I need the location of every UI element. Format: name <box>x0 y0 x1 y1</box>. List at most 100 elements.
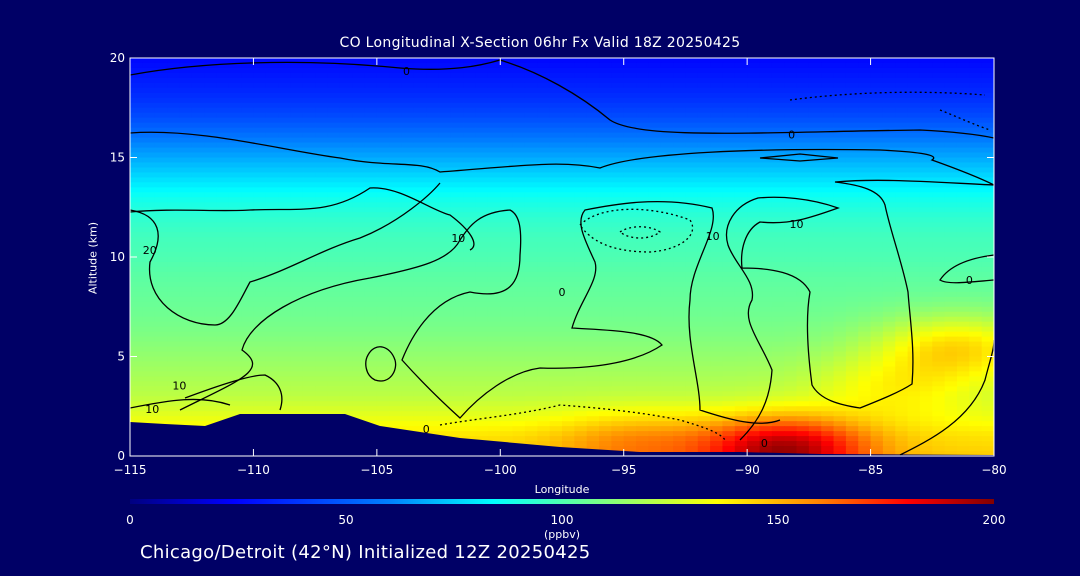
field-cell <box>130 87 143 94</box>
field-cell <box>241 182 255 188</box>
field-cell <box>907 232 921 238</box>
field-cell <box>278 301 292 308</box>
field-cell <box>426 172 440 178</box>
field-cell <box>858 82 872 89</box>
field-cell <box>574 77 588 84</box>
field-cell <box>179 177 193 183</box>
field-cell <box>130 326 143 333</box>
field-cell <box>636 252 649 258</box>
field-cell <box>796 276 810 283</box>
field-cell <box>512 122 526 129</box>
field-cell <box>821 127 835 134</box>
field-cell <box>352 242 366 248</box>
field-cell <box>413 197 427 203</box>
field-cell <box>450 92 464 99</box>
field-cell <box>302 271 316 278</box>
field-cell <box>253 311 267 318</box>
field-cell <box>784 361 798 368</box>
field-cell <box>710 227 724 233</box>
field-cell <box>327 356 341 363</box>
field-cell <box>216 316 230 323</box>
field-cell <box>747 172 761 178</box>
field-cell <box>524 137 538 144</box>
field-cell <box>648 77 662 84</box>
field-cell <box>808 391 822 397</box>
field-cell <box>154 132 168 139</box>
field-cell <box>401 276 415 283</box>
field-cell <box>401 252 415 258</box>
field-cell <box>253 306 267 313</box>
field-cell <box>747 157 761 164</box>
field-cell <box>265 87 279 94</box>
field-cell <box>969 207 983 213</box>
field-cell <box>401 177 415 183</box>
field-cell <box>845 366 859 373</box>
field-cell <box>438 351 452 358</box>
field-cell <box>376 316 390 323</box>
field-cell <box>130 406 143 412</box>
field-cell <box>907 361 921 368</box>
field-cell <box>228 58 242 64</box>
field-cell <box>882 167 896 174</box>
field-cell <box>956 157 970 164</box>
field-cell <box>500 137 514 144</box>
field-cell <box>821 117 835 124</box>
field-cell <box>487 132 501 139</box>
field-cell <box>574 167 588 174</box>
field-cell <box>191 381 205 387</box>
field-cell <box>710 137 724 144</box>
field-cell <box>562 351 575 358</box>
field-cell <box>290 122 304 129</box>
field-cell <box>450 381 464 387</box>
field-cell <box>895 207 909 213</box>
field-cell <box>697 296 711 303</box>
field-cell <box>697 122 711 129</box>
field-cell <box>130 341 143 348</box>
field-cell <box>969 147 983 154</box>
field-cell <box>932 406 946 412</box>
field-cell <box>833 187 847 193</box>
field-cell <box>524 291 538 298</box>
field-cell <box>895 187 909 193</box>
field-cell <box>771 107 785 114</box>
field-cell <box>685 306 699 313</box>
field-cell <box>710 291 724 298</box>
field-cell <box>932 257 946 263</box>
field-cell <box>562 391 575 397</box>
field-cell <box>722 167 736 174</box>
field-cell <box>796 371 810 377</box>
field-cell <box>339 77 353 84</box>
field-cell <box>969 291 983 298</box>
field-cell <box>524 252 538 258</box>
field-cell <box>401 341 415 348</box>
field-cell <box>574 62 588 69</box>
field-cell <box>969 391 983 397</box>
field-cell <box>500 222 514 228</box>
field-cell <box>487 247 501 253</box>
field-cell <box>919 82 933 89</box>
field-cell <box>463 197 477 203</box>
field-cell <box>586 341 600 348</box>
field-cell <box>796 182 810 188</box>
field-cell <box>524 157 538 164</box>
field-cell <box>919 281 933 288</box>
field-cell <box>487 212 501 218</box>
field-cell <box>228 67 242 74</box>
field-cell <box>944 97 958 104</box>
field-cell <box>154 321 168 328</box>
field-cell <box>574 346 588 353</box>
field-cell <box>611 361 625 368</box>
field-cell <box>796 391 810 397</box>
field-cell <box>364 401 378 407</box>
field-cell <box>401 376 415 382</box>
field-cell <box>932 286 946 293</box>
field-cell <box>759 187 773 193</box>
field-cell <box>142 306 156 313</box>
field-cell <box>204 187 217 193</box>
field-cell <box>611 137 625 144</box>
field-cell <box>599 271 612 278</box>
field-cell <box>574 381 588 387</box>
field-cell <box>549 336 563 343</box>
field-cell <box>389 341 403 348</box>
field-cell <box>265 187 279 193</box>
